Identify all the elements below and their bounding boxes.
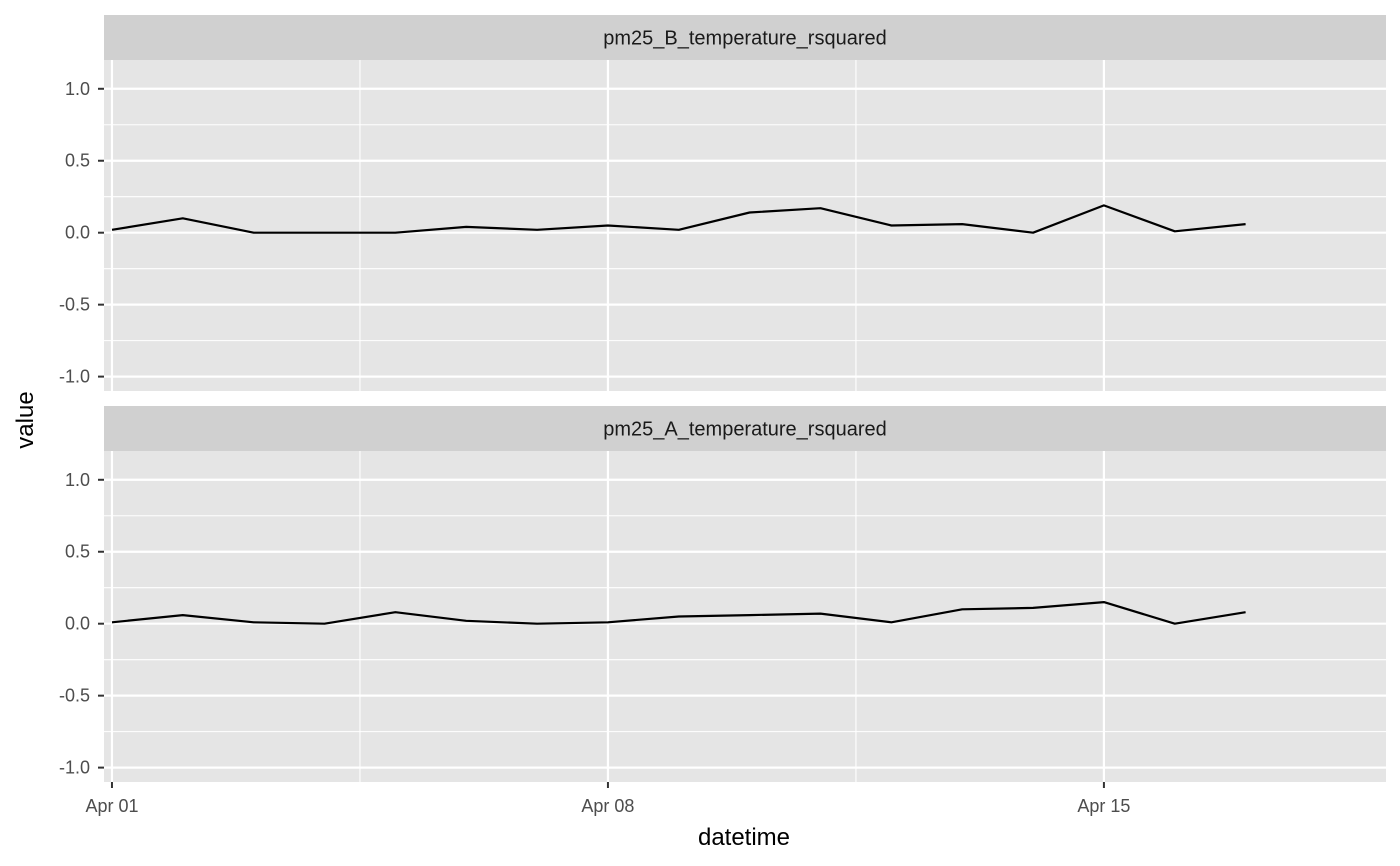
- facet-strip-label: pm25_A_temperature_rsquared: [603, 419, 887, 441]
- y-tick-label: 0.0: [65, 614, 90, 634]
- series-line: [111, 204, 1246, 234]
- facet-panel: pm25_A_temperature_rsquared -1.0 -0.5 0.0 0.…: [59, 406, 1386, 782]
- x-tick-label: Apr 08: [581, 796, 634, 816]
- y-tick-label: -1.0: [59, 758, 90, 778]
- y-tick-label: 0.5: [65, 542, 90, 562]
- facet-strip-label: pm25_B_temperature_rsquared: [603, 28, 887, 50]
- panel-background: [104, 60, 1386, 391]
- facet-panel: pm25_B_temperature_rsquared -1.0 -0.5 0.0 0.…: [59, 15, 1386, 391]
- y-tick-label: 1.0: [65, 79, 90, 99]
- x-axis-title: datetime: [698, 824, 790, 851]
- y-tick-label: 0.5: [65, 151, 90, 171]
- x-tick-label: Apr 01: [85, 796, 138, 816]
- y-tick-label: -0.5: [59, 686, 90, 706]
- y-axis-title: value: [12, 391, 39, 448]
- facet-strip: [104, 406, 1386, 451]
- x-axis: Apr 01 Apr 08 Apr 15: [85, 782, 1130, 816]
- y-tick-label: -0.5: [59, 295, 90, 315]
- y-tick-label: 0.0: [65, 223, 90, 243]
- facet-panels: pm25_B_temperature_rsquared -1.0 -0.5 0.0 0.…: [59, 15, 1386, 782]
- facet-strip: [104, 15, 1386, 60]
- series-line: [111, 600, 1246, 625]
- panel-background: [104, 451, 1386, 782]
- x-tick-label: Apr 15: [1077, 796, 1130, 816]
- y-tick-label: -1.0: [59, 367, 90, 387]
- y-tick-label: 1.0: [65, 470, 90, 490]
